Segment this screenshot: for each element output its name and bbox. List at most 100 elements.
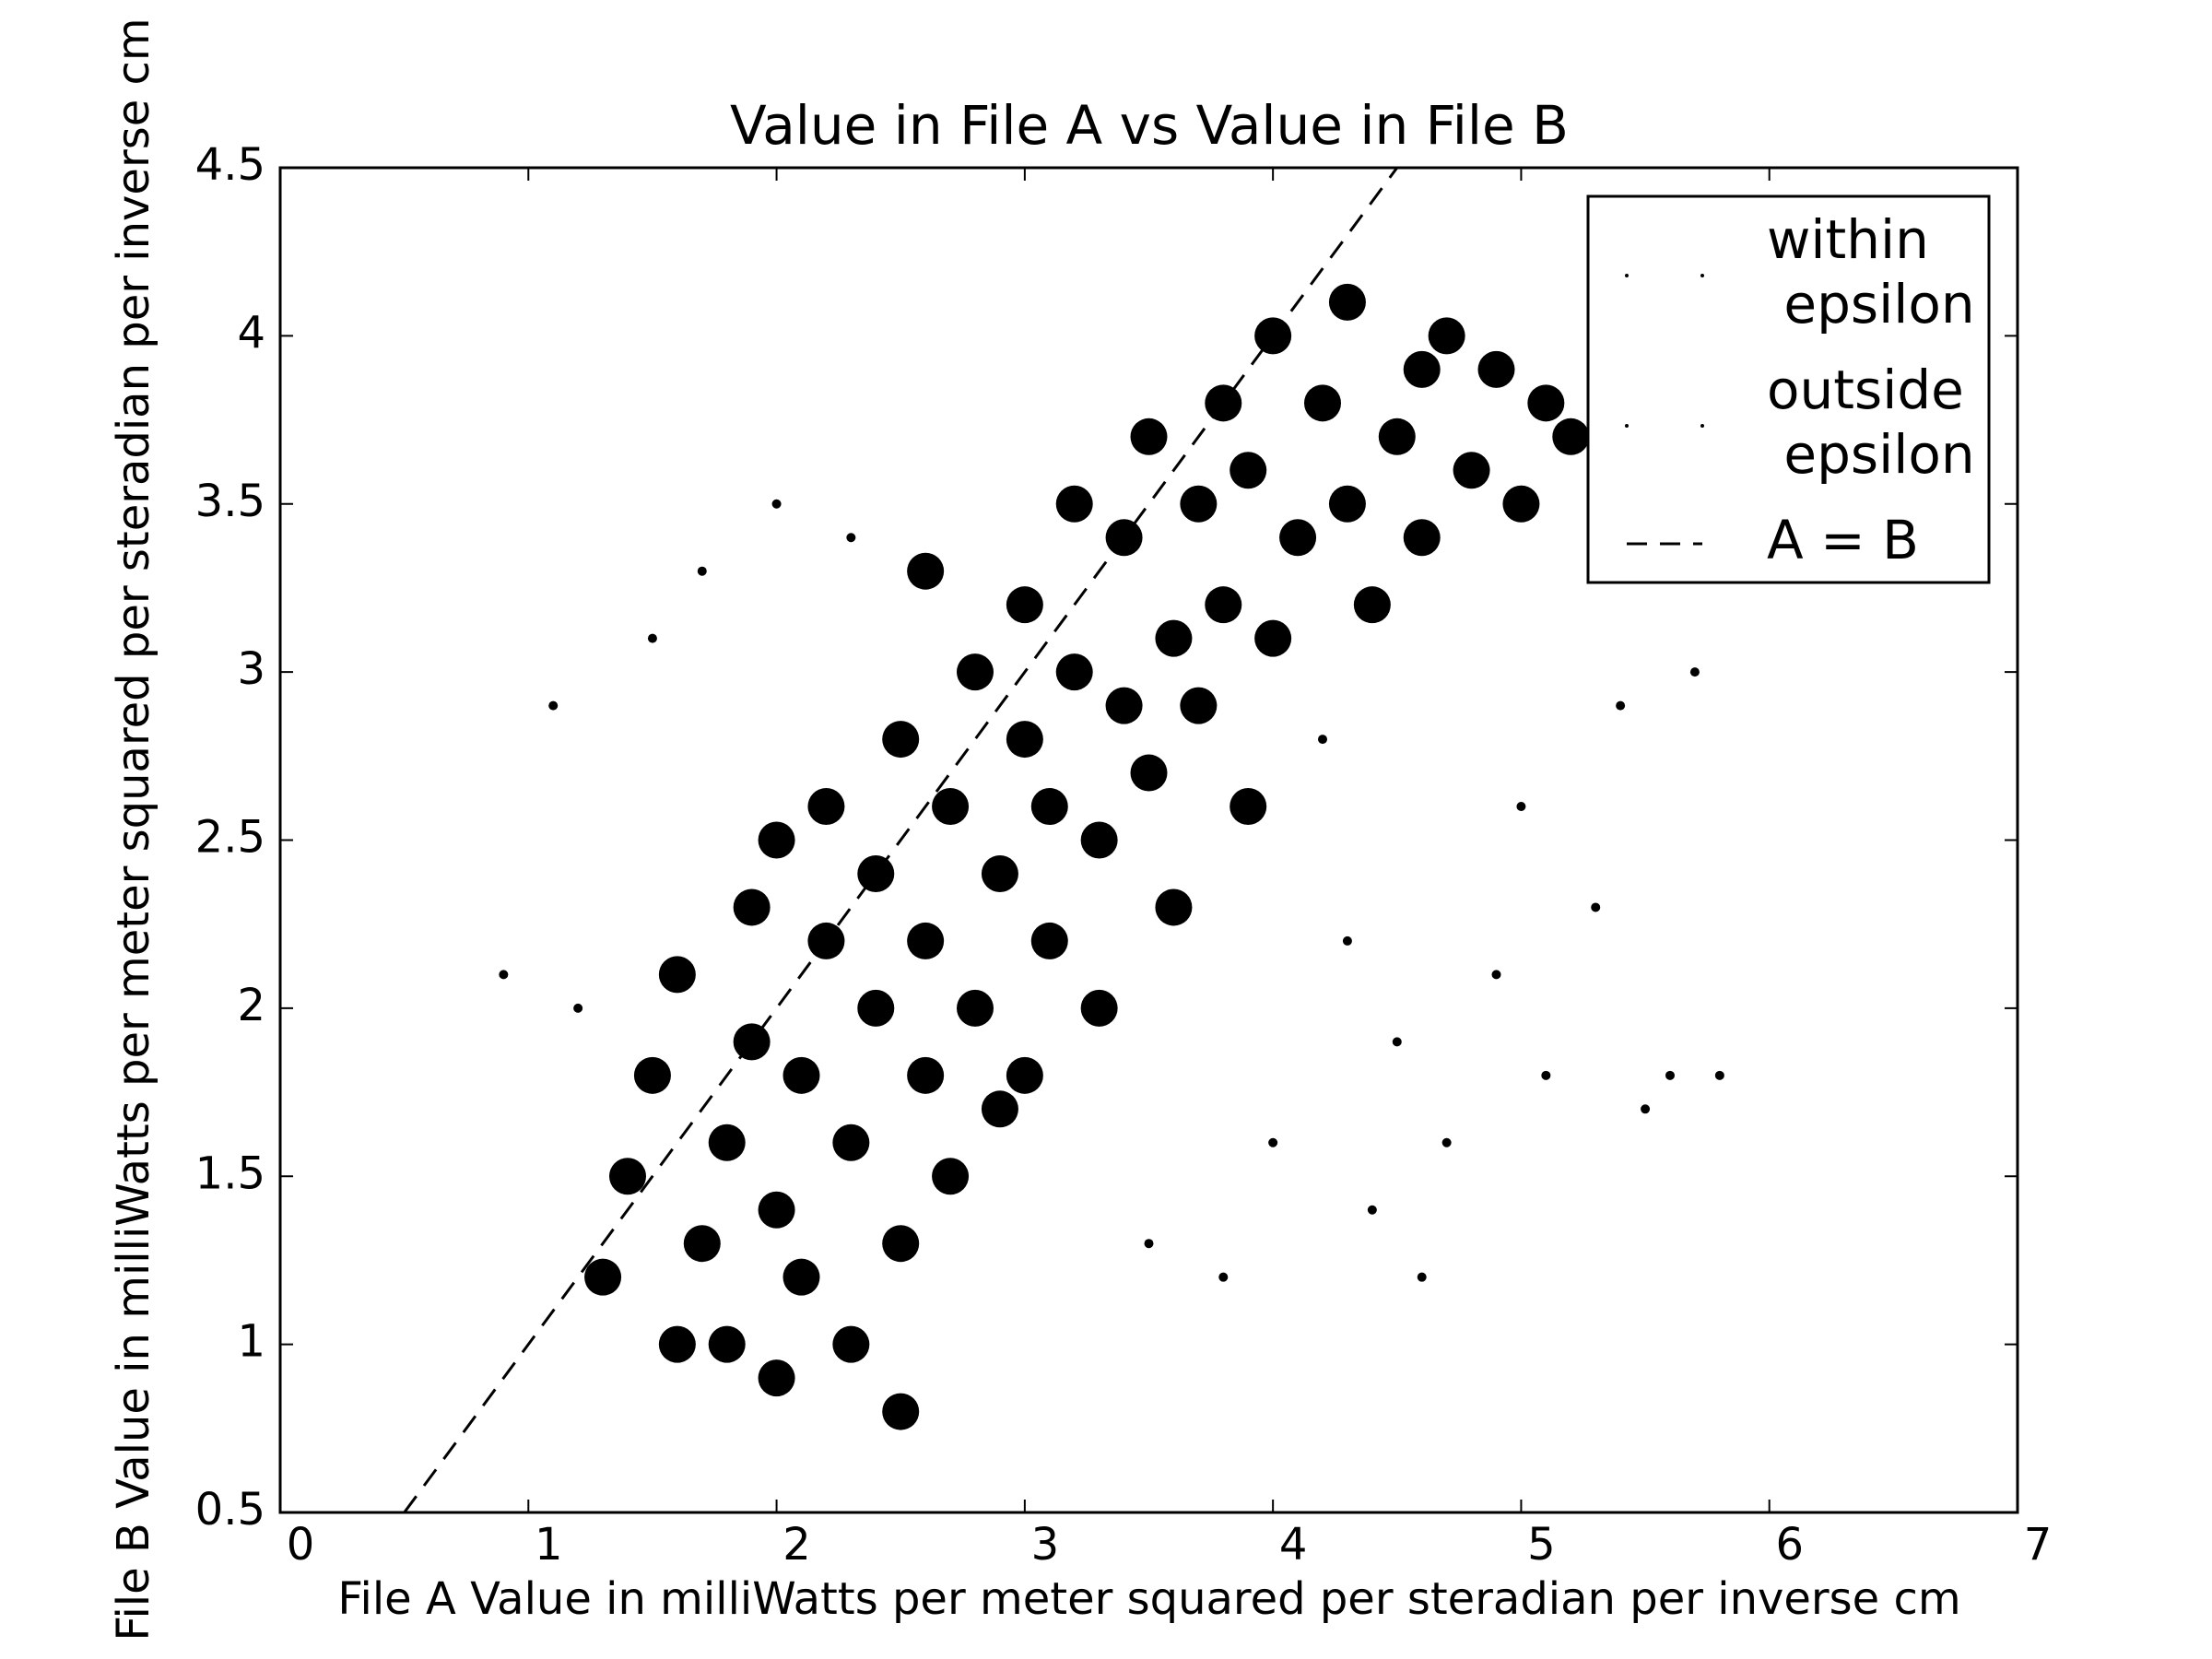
- scatter-point: [1230, 452, 1267, 489]
- scatter-point: [1616, 700, 1626, 711]
- scatter-point: [1477, 350, 1515, 388]
- plot-area: [403, 168, 1724, 1512]
- scatter-point: [1328, 485, 1366, 523]
- y-tick-label: 3.5: [195, 476, 265, 527]
- y-tick-label: 1.5: [195, 1147, 265, 1199]
- legend-box: [1586, 194, 1991, 584]
- scatter-point: [846, 533, 856, 543]
- scatter-point: [1403, 519, 1441, 557]
- scatter-point: [733, 888, 771, 926]
- scatter-point: [1591, 902, 1601, 912]
- scatter-point: [683, 1225, 721, 1263]
- x-tick-label: 3: [1031, 1519, 1060, 1571]
- legend-label: A = B: [1767, 509, 1919, 571]
- scatter-point: [771, 499, 782, 509]
- y-tick-label: 0.5: [195, 1484, 265, 1535]
- scatter-point: [708, 1325, 746, 1363]
- y-tick-label: 4: [237, 307, 265, 359]
- scatter-point: [1218, 1272, 1229, 1282]
- x-tick-label: 7: [2024, 1519, 2053, 1571]
- scatter-point: [1378, 418, 1416, 455]
- y-tick-label: 1: [237, 1316, 265, 1368]
- scatter-point: [782, 1258, 820, 1296]
- scatter-point: [981, 1090, 1018, 1128]
- scatter-point: [1130, 754, 1168, 792]
- scatter-point: [1155, 888, 1193, 926]
- x-tick-label: 0: [287, 1519, 315, 1571]
- scatter-point: [1254, 619, 1292, 657]
- legend-marker: [1700, 424, 1704, 428]
- scatter-point: [907, 1056, 945, 1094]
- scatter-point: [1665, 1070, 1675, 1080]
- scatter-point: [957, 989, 994, 1027]
- scatter-point: [882, 721, 920, 759]
- scatter-point: [697, 566, 707, 576]
- scatter-point: [907, 552, 945, 590]
- scatter-point: [633, 1056, 671, 1094]
- scatter-point: [907, 922, 945, 959]
- y-tick-label: 2.5: [195, 812, 265, 864]
- scatter-point: [1541, 1070, 1551, 1080]
- scatter-point: [1417, 1272, 1427, 1282]
- scatter-point: [1144, 1239, 1154, 1249]
- scatter-point: [857, 989, 895, 1027]
- legend-label: outside epsilon: [1767, 359, 1975, 486]
- scatter-point: [1342, 935, 1352, 946]
- scatter-point: [957, 653, 994, 691]
- scatter-point: [1080, 821, 1118, 859]
- scatter-point: [1304, 384, 1341, 422]
- scatter-point: [1353, 586, 1391, 624]
- scatter-point: [584, 1258, 622, 1296]
- scatter-point: [647, 633, 657, 643]
- legend: within epsilon outside epsilon A = B: [1586, 194, 1991, 584]
- scatter-point: [882, 1393, 920, 1430]
- scatter-point: [573, 1003, 583, 1013]
- scatter-point: [1279, 519, 1317, 557]
- x-tick-label: 4: [1279, 1519, 1308, 1571]
- x-tick-label: 5: [1527, 1519, 1556, 1571]
- y-tick-label: 4.5: [195, 139, 265, 191]
- reference-line: [403, 168, 1398, 1512]
- scatter-point: [1552, 418, 1590, 455]
- chart-title: Value in File A vs Value in File B: [730, 94, 1569, 157]
- scatter-point: [1006, 1056, 1043, 1094]
- y-tick-label: 3: [237, 643, 265, 695]
- scatter-point: [1403, 350, 1441, 388]
- scatter-point: [609, 1158, 646, 1195]
- scatter-point: [807, 788, 845, 826]
- scatter-point: [857, 854, 895, 892]
- scatter-point: [1055, 485, 1093, 523]
- scatter-point: [1268, 1137, 1278, 1147]
- ticks: 0 1 2 3 4 5 6 7 0.5 1 1.5 2 2.5 3 3.5 4 4.5: [195, 139, 2053, 1571]
- scatter-point: [1006, 721, 1043, 759]
- scatter-point: [1155, 619, 1193, 657]
- scatter-point: [1180, 485, 1218, 523]
- scatter-point: [1318, 735, 1327, 745]
- scatter-point: [1392, 1037, 1402, 1047]
- scatter-point: [1527, 384, 1565, 422]
- scatter-point: [758, 821, 795, 859]
- legend-label: within epsilon: [1767, 208, 1975, 335]
- scatter-point: [499, 970, 509, 980]
- scatter-point: [1491, 970, 1501, 980]
- scatter-point: [733, 1023, 771, 1061]
- legend-marker: [1700, 274, 1704, 277]
- scatter-point: [882, 1225, 920, 1263]
- scatter-point: [1367, 1205, 1377, 1215]
- scatter-point: [1205, 586, 1242, 624]
- scatter-point: [1689, 667, 1700, 677]
- scatter-point: [1130, 418, 1168, 455]
- scatter-point: [1714, 1070, 1724, 1080]
- scatter-point: [758, 1191, 795, 1229]
- legend-marker: [1625, 274, 1629, 277]
- scatter-point: [932, 1158, 970, 1195]
- scatter-point: [1180, 687, 1218, 724]
- x-tick-label: 1: [535, 1519, 563, 1571]
- y-tick-label: 2: [237, 980, 265, 1031]
- scatter-point: [1641, 1104, 1651, 1114]
- scatter-point: [1055, 653, 1093, 691]
- scatter-point: [832, 1124, 870, 1161]
